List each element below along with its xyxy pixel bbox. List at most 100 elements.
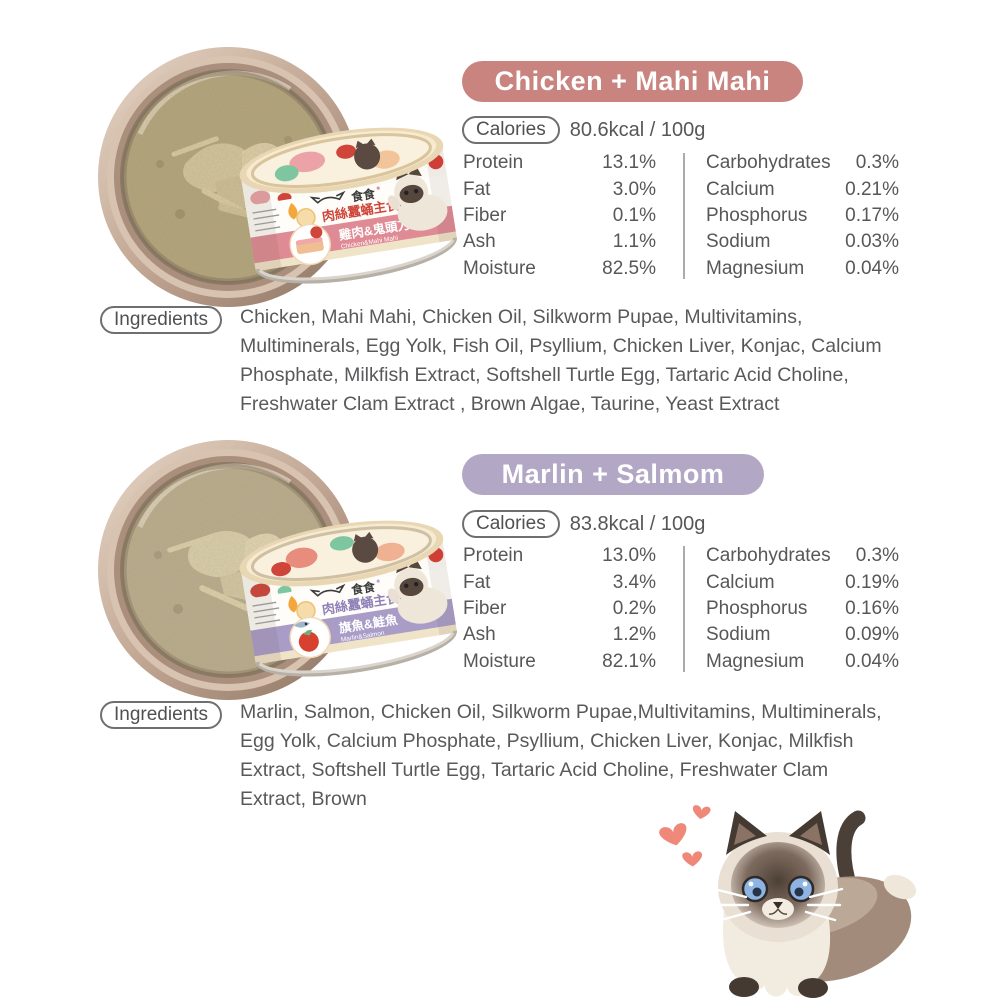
cat-front-paw [798, 978, 828, 998]
brand-name-zh: 食食 [349, 579, 377, 598]
fish-illustration [289, 616, 331, 659]
calories-badge: Calories [462, 116, 560, 144]
ingredients-line: Marlin, Salmon, Chicken Oil, Silkworm Pu… [240, 701, 882, 723]
ingredients-text: Chicken, Mahi Mahi, Chicken Oil, Silkwor… [240, 303, 882, 419]
calories-row: Calories 83.8kcal / 100g [462, 510, 705, 538]
nutrient-label: Protein [463, 152, 524, 174]
nutrient-label: Protein [463, 545, 524, 567]
nutrient-value: 82.1% [602, 650, 656, 672]
nutrient-value: 0.04% [845, 257, 899, 279]
nutrient-value: 0.19% [845, 571, 899, 593]
nutrient-value: 0.3% [855, 545, 899, 567]
nutrient-label: Magnesium [706, 650, 805, 672]
ingredients-line: Phosphate, Milkfish Extract, Softshell T… [240, 364, 849, 386]
hearts-icon [659, 805, 711, 867]
nutrition-row: Carbohydrates 0.3% [706, 543, 899, 569]
nutrient-value: 1.1% [612, 231, 656, 253]
nutrition-column-right: Carbohydrates 0.3% Calcium 0.19% Phosphoru… [706, 543, 899, 675]
nutrient-label: Calcium [706, 571, 775, 593]
cat-muzzle [762, 898, 794, 920]
cat-front-paw [729, 977, 759, 997]
brand-logo: 食食 [309, 186, 380, 204]
siamese-cat-art [387, 558, 448, 624]
nutrient-label: Moisture [463, 650, 536, 672]
ingredients-section: Ingredients Marlin, Salmon, Chicken Oil,… [0, 697, 1000, 817]
nutrition-row: Calcium 0.21% [706, 176, 899, 202]
product-title-banner: Chicken + Mahi Mahi [462, 61, 803, 102]
can-lid [239, 127, 444, 194]
nutrient-label: Sodium [706, 624, 771, 646]
nutrient-label: Carbohydrates [706, 545, 831, 567]
nutrition-row: Moisture 82.1% [463, 649, 656, 675]
product-photo-chicken-mahi: 食食 肉絲蠶蛹主食罐 雞肉&鬼頭刀 Chicken&Mahi Mahi [98, 47, 461, 307]
cat-eye [741, 875, 769, 903]
nutrient-value: 3.4% [612, 571, 656, 593]
calories-row: Calories 80.6kcal / 100g [462, 116, 705, 144]
nutrient-value: 1.2% [612, 624, 656, 646]
ingredients-line: Extract, Brown [240, 788, 367, 810]
ingredients-text: Marlin, Salmon, Chicken Oil, Silkworm Pu… [240, 698, 882, 814]
nutrient-label: Calcium [706, 178, 775, 200]
calories-value: 83.8kcal / 100g [569, 512, 706, 535]
nutrient-value: 0.09% [845, 624, 899, 646]
nutrition-table: Protein 13.0% Fat 3.4% Fiber 0.2% Ash 1.2% M… [463, 543, 899, 675]
nutrient-value: 0.16% [845, 597, 899, 619]
labeled-can-photo: 食食 肉絲蠶蛹主食罐 雞肉&鬼頭刀 Chicken&Mahi Mahi [239, 127, 461, 288]
nutrition-row: Protein 13.1% [463, 150, 656, 176]
nutrition-row: Moisture 82.5% [463, 256, 656, 282]
can-lid [239, 520, 444, 587]
nutrition-row: Calcium 0.19% [706, 569, 899, 595]
brand-logo: 食食 [309, 579, 380, 598]
nutrient-label: Magnesium [706, 257, 805, 279]
nutrient-label: Carbohydrates [706, 152, 831, 174]
cat-mascot-illustration [659, 805, 917, 998]
nutrient-label: Moisture [463, 257, 536, 279]
can-fine-print [252, 601, 281, 625]
nutrition-row: Phosphorus 0.16% [706, 596, 899, 622]
cat-rear-paw [883, 874, 917, 900]
product-photo-marlin-salmon: 食食 肉絲蠶蛹主食罐 旗魚&鮭魚 Marlin&Salmon [98, 440, 461, 700]
nutrition-row: Fiber 0.1% [463, 203, 656, 229]
nutrient-label: Fiber [463, 204, 507, 226]
ingredients-badge: Ingredients [100, 306, 223, 334]
nutrition-row: Carbohydrates 0.3% [706, 150, 899, 176]
product-title-banner: Marlin + Salmom [462, 454, 764, 495]
nutrient-label: Ash [463, 624, 496, 646]
nutrition-row: Phosphorus 0.17% [706, 203, 899, 229]
nutrient-value: 0.17% [845, 204, 899, 226]
ingredients-line: Freshwater Clam Extract , Brown Algae, T… [240, 393, 780, 415]
cat-head [712, 811, 844, 942]
nutrient-label: Fiber [463, 597, 507, 619]
nutrient-value: 0.2% [612, 597, 656, 619]
nutrient-value: 13.1% [602, 152, 656, 174]
nutrition-table: Protein 13.1% Fat 3.0% Fiber 0.1% Ash 1.1% M… [463, 150, 899, 282]
cat-whiskers [712, 887, 844, 922]
nutrition-column-left: Protein 13.0% Fat 3.4% Fiber 0.2% Ash 1.2% M… [463, 543, 656, 675]
nutrition-row: Magnesium 0.04% [706, 649, 899, 675]
nutrition-row: Fat 3.0% [463, 176, 656, 202]
nutrition-row: Sodium 0.09% [706, 622, 899, 648]
nutrition-row: Sodium 0.03% [706, 229, 899, 255]
ingredients-badge: Ingredients [100, 701, 223, 729]
nutrition-row: Ash 1.1% [463, 229, 656, 255]
calories-value: 80.6kcal / 100g [569, 118, 706, 141]
nutrition-column-left: Protein 13.1% Fat 3.0% Fiber 0.1% Ash 1.1% M… [463, 150, 656, 282]
droplet-badge-icon [288, 202, 316, 228]
ingredients-line: Multiminerals, Egg Yolk, Fish Oil, Psyll… [240, 335, 882, 357]
meat-illustration [289, 223, 331, 266]
ingredients-line: Extract, Softshell Turtle Egg, Tartaric … [240, 759, 829, 781]
nutrient-value: 0.21% [845, 178, 899, 200]
nutrient-value: 3.0% [612, 178, 656, 200]
labeled-can-photo: 食食 肉絲蠶蛹主食罐 旗魚&鮭魚 Marlin&Salmon [239, 520, 461, 681]
column-divider [683, 546, 685, 672]
nutrition-row: Protein 13.0% [463, 543, 656, 569]
siamese-cat-art [387, 165, 448, 231]
nutrient-value: 0.03% [845, 231, 899, 253]
nutrient-value: 0.04% [845, 650, 899, 672]
nutrition-row: Ash 1.2% [463, 622, 656, 648]
nutrient-label: Fat [463, 178, 491, 200]
cat-eye [787, 875, 815, 903]
nutrient-label: Sodium [706, 231, 771, 253]
nutrition-row: Fiber 0.2% [463, 596, 656, 622]
